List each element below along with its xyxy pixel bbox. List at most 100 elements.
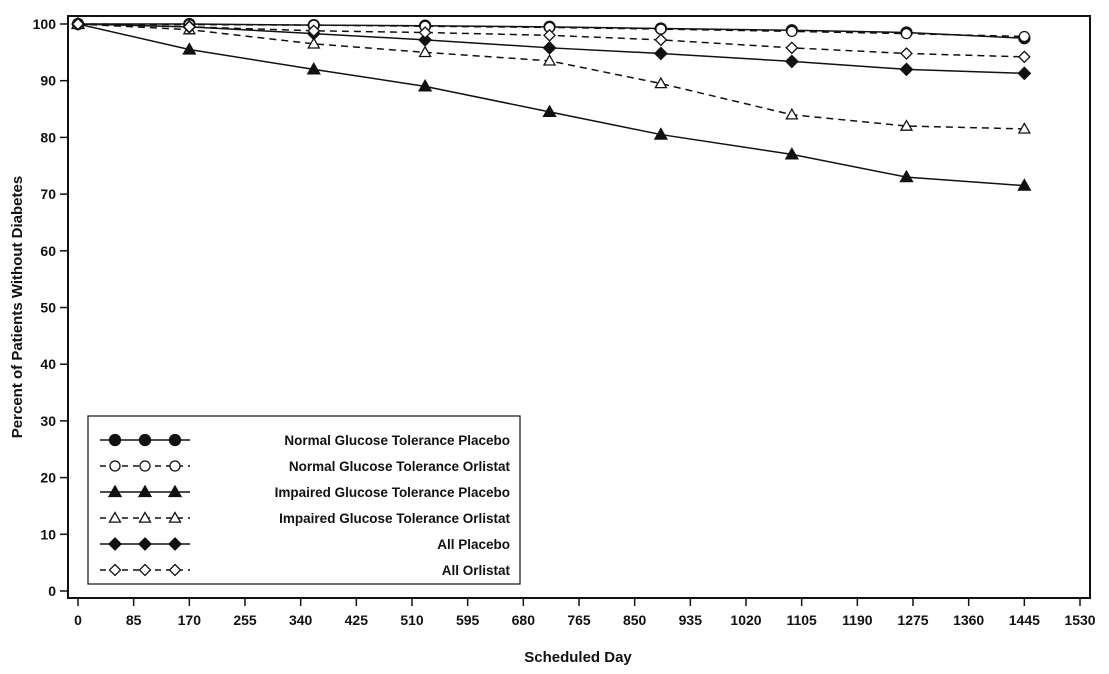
legend-label: Normal Glucose Tolerance Placebo (284, 433, 510, 448)
x-tick-label: 0 (74, 612, 82, 628)
legend-box (87, 415, 521, 585)
legend-marker (167, 484, 183, 498)
data-point (182, 42, 197, 55)
x-tick-label: 1190 (842, 612, 873, 628)
x-tick-label: 425 (345, 612, 369, 628)
legend-label: Normal Glucose Tolerance Orlistat (289, 459, 511, 474)
x-tick-label: 1360 (953, 612, 984, 628)
x-tick-label: 935 (679, 612, 703, 628)
x-tick-label: 510 (400, 612, 424, 628)
legend-entry: Normal Glucose Tolerance Orlistat (100, 459, 510, 474)
legend-marker (107, 484, 123, 498)
legend-label: Impaired Glucose Tolerance Placebo (275, 485, 510, 500)
legend-entry: Impaired Glucose Tolerance Orlistat (100, 511, 511, 526)
data-point (1017, 178, 1032, 191)
data-point (784, 147, 799, 160)
data-point (1017, 122, 1031, 134)
x-tick-label: 1530 (1064, 612, 1095, 628)
x-tick-label: 680 (512, 612, 536, 628)
legend-marker (168, 537, 182, 551)
data-point (542, 104, 557, 118)
data-point (307, 24, 321, 38)
legend-label: All Placebo (437, 537, 510, 552)
legend-marker (138, 537, 152, 551)
legend-marker (138, 563, 152, 577)
y-tick-label: 60 (40, 243, 56, 259)
legend-entry: Normal Glucose Tolerance Placebo (100, 433, 510, 448)
data-point (1018, 30, 1030, 43)
data-point (542, 54, 557, 66)
x-tick-label: 1445 (1009, 612, 1040, 628)
data-point (653, 127, 668, 140)
series-6 (71, 17, 1031, 64)
x-tick-label: 765 (567, 612, 591, 628)
data-point (418, 45, 432, 58)
y-tick-label: 100 (33, 16, 57, 32)
y-tick-label: 50 (40, 300, 56, 316)
data-point (1017, 50, 1031, 64)
legend-marker (108, 537, 122, 551)
data-point (899, 169, 914, 183)
legend-marker (168, 563, 182, 577)
y-tick-label: 90 (40, 73, 56, 89)
x-tick-label: 340 (289, 612, 313, 628)
x-tick-label: 170 (178, 612, 202, 628)
data-point (785, 107, 799, 120)
legend-marker (168, 511, 182, 523)
y-tick-label: 40 (40, 356, 56, 372)
legend-marker (137, 484, 153, 498)
legend-marker (108, 433, 122, 447)
data-point (306, 62, 321, 75)
x-axis-title: Scheduled Day (524, 649, 632, 666)
y-tick-label: 10 (40, 526, 56, 542)
series-layer (70, 16, 1032, 191)
data-point (653, 46, 668, 61)
y-tick-label: 70 (40, 186, 56, 202)
x-tick-label: 850 (623, 612, 647, 628)
legend-marker (108, 563, 122, 577)
legend: Normal Glucose Tolerance Placebo Normal G… (87, 415, 521, 585)
legend-marker (138, 433, 152, 447)
legend-entry: All Placebo (100, 537, 510, 552)
y-tick-label: 0 (48, 583, 56, 599)
series-3 (70, 16, 1032, 191)
data-point (1017, 66, 1032, 81)
data-point (786, 25, 798, 38)
legend-entry: All Orlistat (100, 563, 511, 578)
legend-marker (168, 433, 182, 447)
data-point (418, 32, 433, 47)
legend-marker (138, 511, 152, 523)
x-tick-label: 255 (233, 612, 257, 628)
data-point (418, 26, 432, 39)
data-point (899, 119, 914, 131)
legend-entry: Impaired Glucose Tolerance Placebo (100, 484, 510, 500)
data-point (182, 20, 196, 34)
y-axis-title: Percent of Patients Without Diabetes (9, 176, 26, 438)
y-tick-label: 20 (40, 470, 56, 486)
legend-marker (108, 511, 122, 523)
x-tick-label: 595 (456, 612, 480, 628)
data-point (71, 17, 85, 31)
data-point (654, 33, 668, 47)
data-point (307, 37, 321, 49)
data-point (899, 62, 914, 77)
legend-label: Impaired Glucose Tolerance Orlistat (279, 511, 510, 526)
data-point (900, 47, 913, 60)
x-tick-label: 85 (126, 612, 142, 628)
legend-marker (109, 460, 121, 472)
legend-marker (169, 460, 181, 472)
data-point (784, 54, 799, 69)
data-point (543, 28, 556, 42)
x-axis: 0 85 170 255 340 425 510 595 680 765 850 935 1020 110… (74, 598, 1096, 628)
y-tick-label: 30 (40, 413, 56, 429)
y-axis: 0 10 20 30 40 50 60 70 80 90 100 (33, 16, 68, 599)
data-point (417, 79, 433, 92)
data-point (542, 40, 557, 55)
data-point (900, 27, 913, 40)
y-tick-label: 80 (40, 129, 56, 145)
legend-marker (139, 460, 151, 472)
data-point (785, 41, 799, 55)
x-tick-label: 1275 (897, 612, 928, 628)
